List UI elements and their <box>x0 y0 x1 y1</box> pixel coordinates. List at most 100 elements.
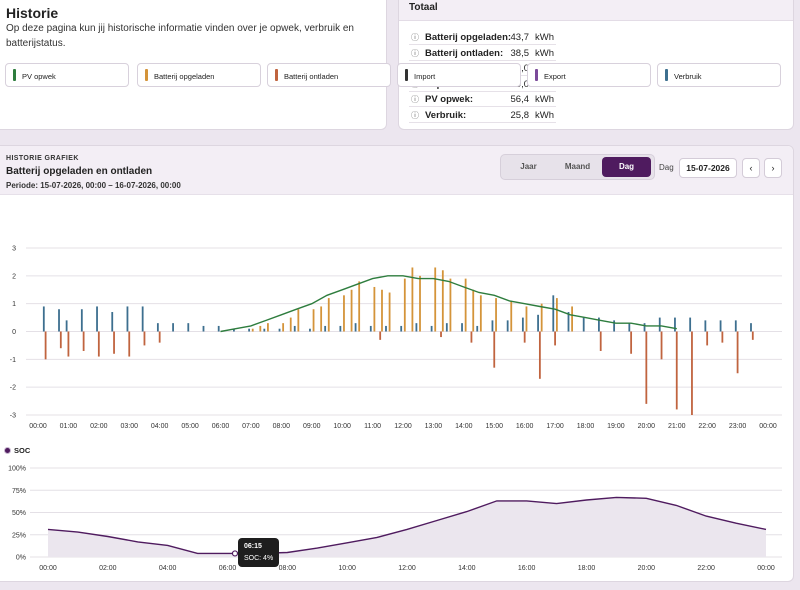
x-tick-label: 05:00 <box>181 423 199 430</box>
x-tick-label: 17:00 <box>546 423 564 430</box>
verbruik-bar <box>400 325 403 332</box>
batterij-opgeladen-bar <box>312 309 315 332</box>
soc-legend[interactable]: SOC <box>4 446 30 455</box>
y-tick-label: -3 <box>10 413 16 420</box>
legend-item[interactable]: Export <box>527 63 651 87</box>
soc-area-chart: 100% 75% 50% 25% 0% 00:00 02:00 04:00 06:00 08:00… <box>8 466 782 572</box>
info-icon[interactable]: ⓘ <box>411 33 419 42</box>
info-icon[interactable]: ⓘ <box>411 95 419 104</box>
verbruik-bar <box>126 306 129 332</box>
verbruik-bar <box>111 312 114 332</box>
x-tick-label: 16:00 <box>516 423 534 430</box>
x-tick-label: 18:00 <box>578 565 596 572</box>
soc-legend-label: SOC <box>14 446 31 455</box>
x-tick-label: 00:00 <box>757 565 775 572</box>
verbruik-bar <box>461 323 463 332</box>
batterij-opgeladen-bar <box>464 278 467 332</box>
verbruik-bar <box>643 323 646 332</box>
info-icon[interactable]: ⓘ <box>411 110 419 120</box>
legend-swatch <box>275 69 278 81</box>
totals-row: ⓘ Batterij opgeladen: 43,7 kWh <box>409 30 556 45</box>
verbruik-bar <box>734 320 737 332</box>
verbruik-bar <box>521 317 524 332</box>
verbruik-bar <box>369 325 372 332</box>
batterij-opgeladen-bar <box>441 270 444 332</box>
legend-swatch <box>535 69 538 81</box>
next-day-button[interactable]: › <box>764 158 782 178</box>
tooltip-time: 06:15 <box>244 543 262 550</box>
batterij-opgeladen-bar <box>297 309 300 332</box>
y-tick-label: 1 <box>12 301 16 308</box>
batterij-ontladen-bar <box>675 331 678 410</box>
legend-item[interactable]: Verbruik <box>657 63 781 87</box>
totals-row-unit: kWh <box>535 47 554 59</box>
verbruik-bar <box>248 328 251 332</box>
x-tick-label: 12:00 <box>398 565 416 572</box>
verbruik-bar <box>324 325 327 332</box>
soc-legend-dot <box>4 447 11 454</box>
batterij-opgeladen-bar <box>350 289 353 332</box>
batterij-opgeladen-bar <box>327 298 330 332</box>
date-input[interactable]: 15-07-2026 <box>679 158 737 178</box>
legend-item[interactable]: Batterij opgeladen <box>137 63 261 87</box>
batterij-opgeladen-bar <box>510 300 513 332</box>
x-tick-label: 04:00 <box>151 423 169 430</box>
totals-title: Totaal <box>409 2 438 13</box>
totals-row-label: PV opwek: <box>425 94 474 105</box>
tab-jaar[interactable]: Jaar <box>520 162 537 171</box>
totals-row-label: Batterij opgeladen: <box>425 32 512 43</box>
legend-item[interactable]: Batterij ontladen <box>267 63 391 87</box>
x-tick-label: 02:00 <box>90 423 108 430</box>
page-title: Historie <box>6 5 59 21</box>
x-tick-label: 00:00 <box>39 565 57 572</box>
prev-day-button[interactable]: ‹ <box>742 158 760 178</box>
batterij-opgeladen-bar <box>373 286 376 332</box>
batterij-ontladen-bar <box>67 331 70 357</box>
verbruik-bar <box>582 317 585 332</box>
verbruik-bar <box>430 325 433 332</box>
x-tick-label: 20:00 <box>638 565 656 572</box>
x-tick-label: 10:00 <box>338 565 356 572</box>
x-tick-label: 23:00 <box>729 423 747 430</box>
verbruik-bar <box>598 317 600 332</box>
date-label: Dag <box>659 163 674 172</box>
batterij-opgeladen-bar <box>282 323 285 332</box>
batterij-opgeladen-bar <box>251 328 254 332</box>
y-tick-label: 2 <box>12 273 16 280</box>
verbruik-bar <box>750 323 752 332</box>
y-tick-label: 75% <box>12 488 26 495</box>
totals-row-unit: kWh <box>535 94 554 105</box>
period-toggle: Jaar Maand Dag <box>500 154 655 180</box>
legend-label: Batterij opgeladen <box>154 72 215 81</box>
page-description: Op deze pagina kun jij historische infor… <box>6 23 354 49</box>
legend-item[interactable]: PV opwek <box>5 63 129 87</box>
soc-hover-point <box>231 550 239 557</box>
x-tick-label: 09:00 <box>303 423 321 430</box>
tab-dag[interactable]: Dag <box>602 157 651 177</box>
info-icon[interactable]: ⓘ <box>411 48 419 58</box>
batterij-opgeladen-bar <box>411 267 414 332</box>
verbruik-bar <box>96 306 98 332</box>
batterij-opgeladen-bar <box>555 298 558 332</box>
batterij-opgeladen-bar <box>403 278 406 332</box>
legend-item[interactable]: Import <box>397 63 521 87</box>
x-tick-label: 01:00 <box>60 423 78 430</box>
batterij-opgeladen-bar <box>289 317 292 332</box>
x-tick-label: 00:00 <box>759 423 777 430</box>
batterij-ontladen-bar <box>706 331 709 346</box>
totals-row-label: Verbruik: <box>425 109 467 121</box>
batterij-ontladen-bar <box>143 331 146 346</box>
x-tick-label: 15:00 <box>485 423 503 430</box>
verbruik-bar <box>65 320 68 332</box>
verbruik-bar <box>202 325 205 332</box>
totals-row-unit: kWh <box>535 109 554 121</box>
verbruik-bar <box>385 325 387 332</box>
totals-row-value: 0,0 <box>515 63 529 74</box>
x-tick-label: 19:00 <box>607 423 625 430</box>
verbruik-bar <box>567 312 570 332</box>
verbruik-bar <box>217 325 220 332</box>
x-tick-label: 20:00 <box>638 423 656 430</box>
legend-swatch <box>145 69 148 81</box>
tab-maand[interactable]: Maand <box>564 162 591 171</box>
x-tick-label: 10:00 <box>333 423 351 430</box>
